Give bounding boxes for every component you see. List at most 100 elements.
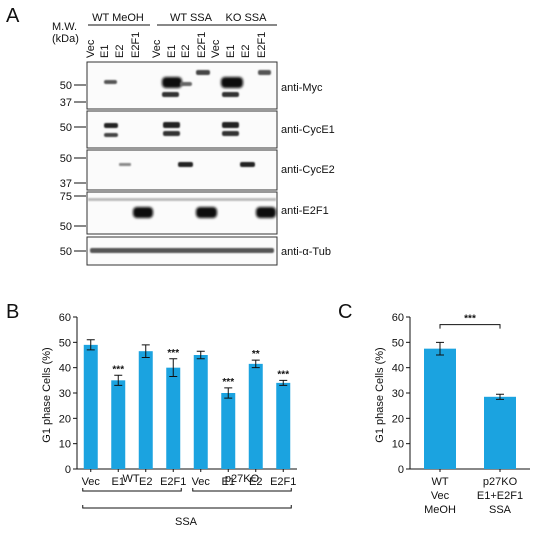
significance-label: *** (167, 348, 179, 359)
error-bar (496, 393, 504, 400)
mw-marker: 37 (60, 97, 72, 109)
x-tick-label: Vec (431, 490, 450, 502)
x-tick-label: E1+E2F1 (477, 490, 523, 502)
x-tick-label: E2 (139, 476, 152, 488)
group-headers: WT MeOH WT SSA KO SSA (88, 12, 277, 26)
bar (83, 344, 98, 469)
x-tick-label: p27KO (483, 476, 518, 488)
panel-a-label: A (6, 5, 20, 27)
lane-label: Vec (151, 39, 163, 58)
antibody-label: anti-E2F1 (281, 205, 329, 217)
mw-markers: 50 37 50 50 37 75 50 50 (60, 80, 86, 258)
mw-label: M.W. (52, 21, 77, 33)
y-tick-label: 10 (59, 439, 71, 451)
y-tick-label: 60 (392, 312, 404, 324)
lane-label: E2 (114, 45, 126, 58)
antibody-label: anti-α-Tub (281, 246, 331, 258)
error-bar (86, 339, 95, 351)
y-tick-label: 20 (392, 413, 404, 425)
lane-label: E2F1 (130, 32, 142, 58)
band (104, 123, 118, 128)
band (240, 162, 255, 167)
lane-label: E1 (166, 45, 178, 58)
band (222, 92, 239, 97)
x-tick-label: Vec (82, 476, 101, 488)
significance-label: *** (464, 314, 476, 325)
treatment-label: SSA (175, 516, 198, 528)
y-tick-label: 0 (398, 464, 404, 476)
y-tick-label: 40 (392, 363, 404, 375)
y-tick-label: 60 (59, 312, 71, 324)
antibody-label: anti-CycE2 (281, 164, 335, 176)
y-tick-label: 0 (65, 464, 71, 476)
bar (166, 367, 181, 469)
error-bar (141, 344, 150, 359)
lane-labels: Vec E1 E2 E2F1 Vec E1 E2 E2F1 Vec E1 E2 E2F1 (85, 32, 268, 58)
blot-anti-e2f1 (86, 191, 278, 235)
band (88, 198, 276, 201)
lane-label: E2 (240, 45, 252, 58)
bar (484, 396, 516, 469)
panel-b: B G1 phase Cells (%) 0102030405060Vec***… (6, 301, 297, 528)
lane-label: Vec (210, 39, 222, 58)
panel-b-label: B (6, 301, 19, 323)
mw-marker: 50 (60, 246, 72, 258)
bar (424, 348, 456, 469)
chart-c: 0 10 20 30 40 50 60 WT Vec MeOH p27KO E1+E2F1 SSA *** (392, 312, 530, 516)
bar (193, 355, 208, 469)
significance-label: *** (112, 364, 124, 375)
error-bar (114, 374, 123, 386)
x-tick-label: E1 (112, 476, 125, 488)
error-bar (196, 350, 205, 360)
band (119, 163, 131, 166)
blot-anti-cyce1 (86, 110, 278, 149)
chart-b: 0 10 20 30 40 50 60 Vec *** E1 E2 *** E2F1 Vec *** E1 **… (59, 312, 297, 509)
error-bar (224, 387, 233, 399)
band (104, 133, 118, 137)
y-tick-label: 50 (59, 337, 71, 349)
y-tick-label: 30 (59, 388, 71, 400)
band (180, 82, 192, 86)
mw-marker: 50 (60, 80, 72, 92)
lane-label: E2 (180, 45, 192, 58)
comparison-bracket (439, 324, 501, 329)
y-tick-label: 30 (392, 388, 404, 400)
lane-label: E2F1 (196, 32, 208, 58)
band (163, 122, 180, 128)
panel-c: C G1 phase Cells (%) 0 10 20 30 40 50 60 WT Vec M… (338, 301, 530, 516)
y-axis-title: G1 phase Cells (%) (41, 347, 53, 442)
y-tick-label: 20 (59, 413, 71, 425)
band (222, 131, 239, 136)
blot-anti-myc (86, 61, 278, 110)
group-label: p27KO (225, 473, 260, 485)
y-axis-title: G1 phase Cells (%) (374, 347, 386, 442)
lane-label: Vec (85, 39, 97, 58)
error-bar (436, 341, 444, 356)
y-tick-label: 10 (392, 439, 404, 451)
mw-marker: 50 (60, 153, 72, 165)
bar (111, 380, 126, 469)
kda-label: (kDa) (52, 33, 79, 45)
lane-label: E2F1 (256, 32, 268, 58)
treatment-bracket (82, 505, 292, 509)
band (178, 162, 193, 167)
band (196, 207, 217, 218)
x-tick-label: SSA (489, 504, 512, 516)
bar (248, 363, 263, 469)
band (256, 207, 276, 218)
bar (138, 351, 153, 469)
group-label: WT MeOH (92, 12, 144, 24)
antibody-label: anti-CycE1 (281, 124, 335, 136)
bar (221, 393, 236, 469)
band (162, 77, 182, 88)
group-label: WT (122, 473, 139, 485)
significance-label: *** (277, 369, 289, 380)
blot-anti-a-tub (86, 236, 278, 266)
band (162, 92, 179, 97)
x-tick-label: E2F1 (160, 476, 186, 488)
group-bracket (82, 488, 182, 492)
mw-marker: 50 (60, 122, 72, 134)
significance-label: *** (222, 377, 234, 388)
x-tick-label: E2 (249, 476, 262, 488)
blot-anti-cyce2 (86, 149, 278, 191)
